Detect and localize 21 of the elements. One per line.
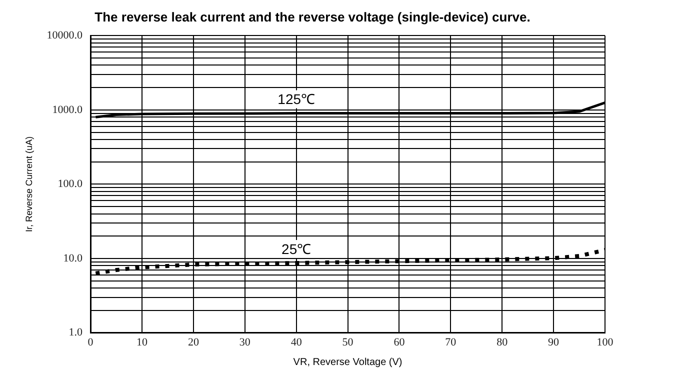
series-label: 125℃	[278, 91, 316, 108]
x-tick-label: 80	[496, 336, 508, 348]
y-tick-label: 1000.0	[52, 104, 84, 116]
chart-title: The reverse leak current and the reverse voltage (single-device) curve.	[94, 9, 530, 24]
y-tick-label: 100.0	[58, 178, 84, 190]
series-label: 25℃	[282, 240, 312, 257]
x-tick-label: 50	[342, 336, 354, 348]
x-tick-label: 90	[548, 336, 560, 348]
x-tick-label: 30	[239, 336, 251, 348]
x-axis-title: VR, Reverse Voltage (V)	[293, 356, 402, 368]
x-tick-label: 40	[290, 336, 302, 348]
x-tick-label: 20	[188, 336, 200, 348]
x-tick-label: 60	[394, 336, 406, 348]
y-axis-title: Ir, Reverse Current (uA)	[24, 136, 34, 232]
x-tick-label: 100	[596, 336, 614, 348]
y-tick-label: 1.0	[68, 326, 84, 339]
y-tick-label: 10000.0	[46, 29, 84, 42]
x-tick-label: 70	[445, 336, 457, 348]
y-tick-label: 10.0	[63, 252, 84, 264]
x-tick-label: 0	[88, 336, 94, 348]
x-tick-label: 10	[136, 336, 148, 348]
